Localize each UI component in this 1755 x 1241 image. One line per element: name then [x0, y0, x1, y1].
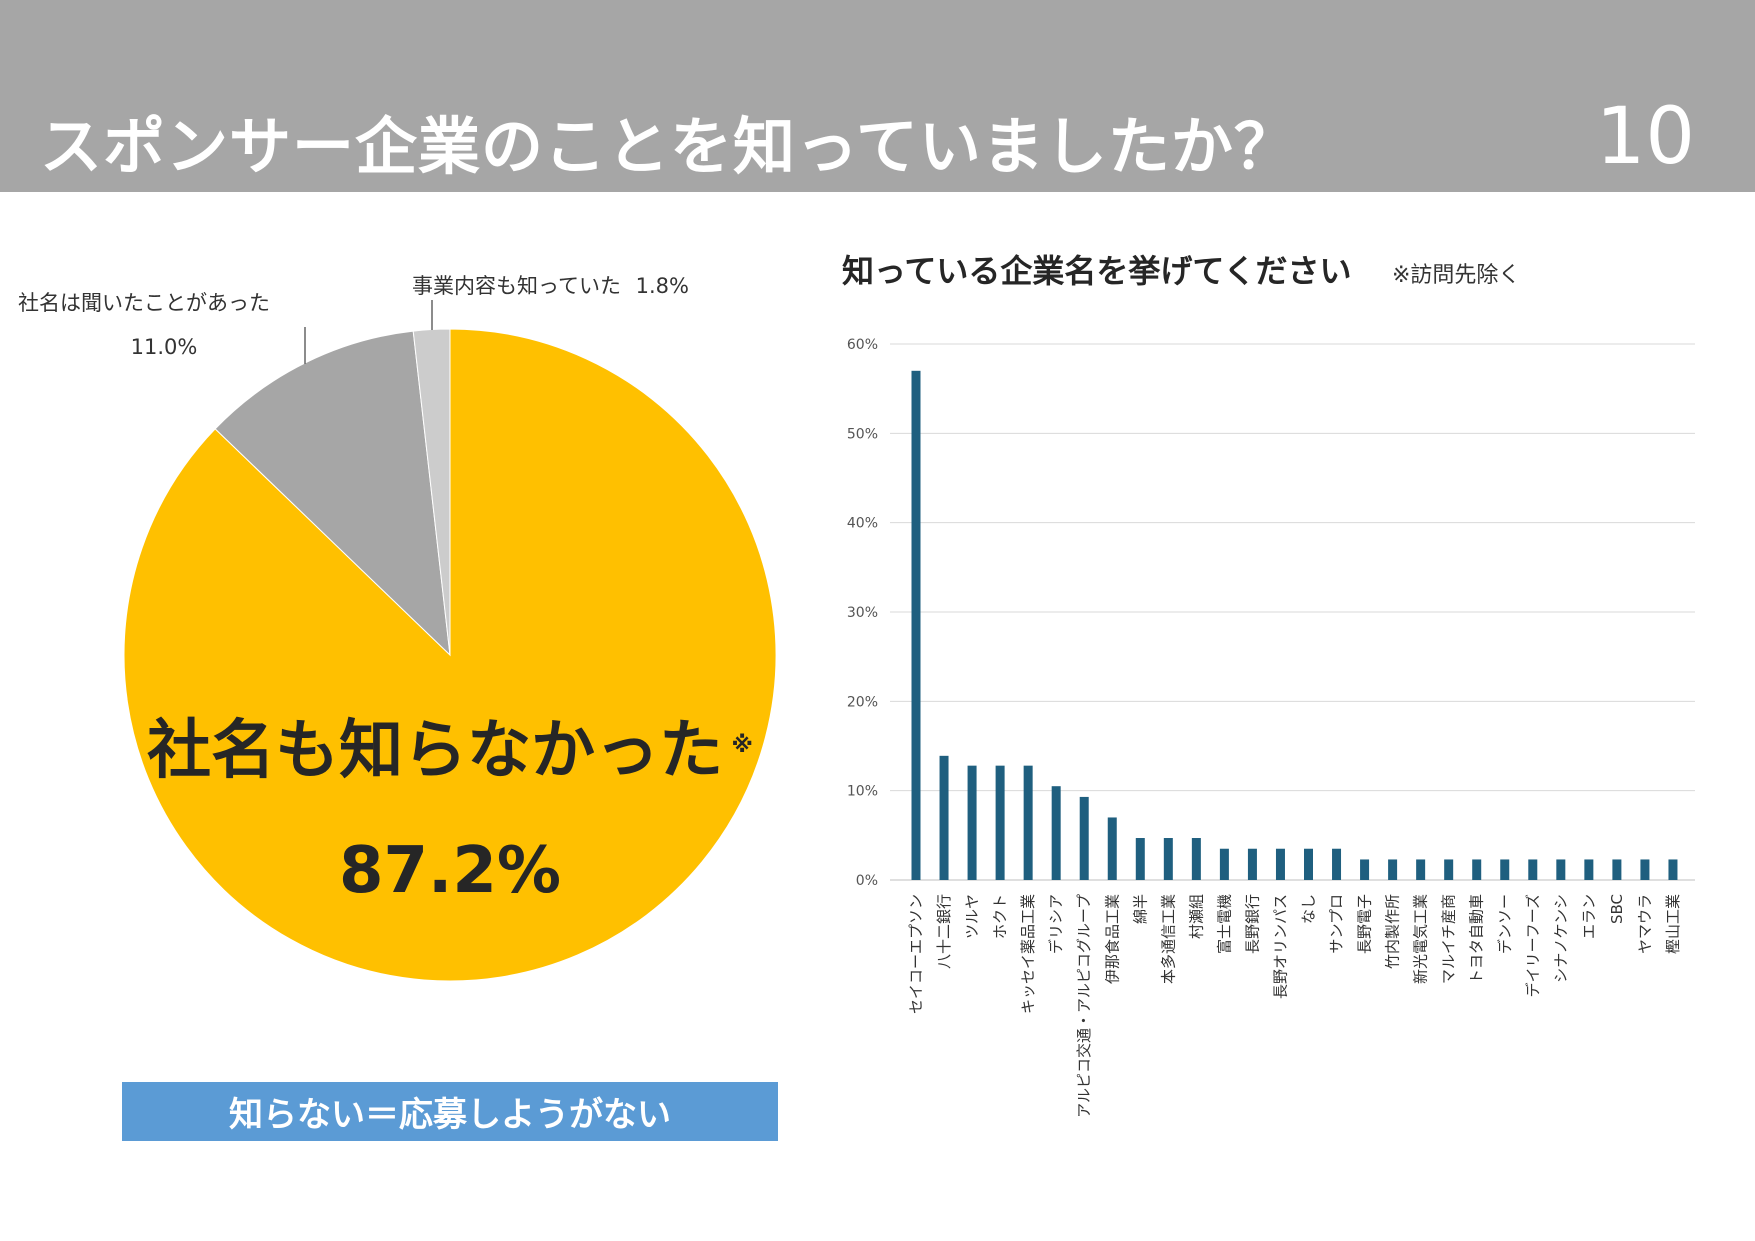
x-category-label: ホクト: [991, 894, 1009, 939]
x-category-label: 本多通信工業: [1159, 894, 1177, 984]
x-category-label: デンソー: [1496, 894, 1514, 954]
bar: [1107, 817, 1117, 880]
slide-header: スポンサー企業のことを知っていましたか？ 10: [0, 0, 1755, 192]
x-category-label: 富士電機: [1215, 894, 1233, 954]
x-category-label: マルイチ産商: [1440, 894, 1458, 984]
x-category-label: キッセイ薬品工業: [1019, 894, 1037, 1014]
x-category-label: シナノケンシ: [1552, 894, 1570, 983]
y-tick-label: 30%: [847, 605, 878, 621]
x-category-label: デイリーフーズ: [1524, 894, 1542, 997]
bar: [939, 755, 949, 880]
pie-chart: 社名は聞いたことがあった 11.0% 事業内容も知っていた 1.8% 社名も知ら…: [18, 274, 777, 982]
bar: [1051, 786, 1061, 880]
x-category-label: セイコーエプソン: [907, 894, 925, 1014]
bar: [1191, 838, 1201, 880]
x-category-label: エラン: [1580, 894, 1598, 939]
bar: [1163, 838, 1173, 880]
y-tick-label: 50%: [847, 426, 878, 442]
pie-value-unknown: 87.2%: [339, 834, 561, 908]
pie-label-unknown: 社名も知らなかった ※: [147, 714, 753, 788]
pie-label-knew-business-text: 事業内容も知っていた: [412, 274, 621, 298]
x-category-label: 竹内製作所: [1384, 894, 1402, 969]
bar-grid: [890, 343, 1695, 881]
pie-label-heard: 社名は聞いたことがあった: [18, 291, 270, 315]
slide-title: スポンサー企業のことを知っていましたか？: [40, 110, 1297, 183]
bar: [1275, 848, 1285, 880]
x-category-label: 八十二銀行: [935, 894, 953, 969]
bar: [1304, 848, 1313, 880]
bar-marks: [911, 370, 1678, 880]
pie-label-unknown-marker: ※: [731, 733, 752, 758]
y-tick-label: 20%: [847, 694, 878, 710]
pie-value-heard: 11.0%: [131, 335, 198, 359]
y-tick-label: 40%: [847, 516, 878, 532]
bar-y-ticks: 0% 10% 20% 30% 40% 50% 60%: [847, 337, 878, 889]
pie-slices: [123, 328, 777, 982]
x-category-label: 長野銀行: [1243, 894, 1261, 954]
x-category-label: なし: [1300, 894, 1318, 924]
pie-value-knew-business: 1.8%: [636, 274, 689, 298]
bar: [1556, 859, 1566, 880]
x-category-label: 長野電子: [1356, 894, 1374, 954]
bar: [1360, 859, 1370, 880]
bar: [1668, 859, 1678, 880]
bar-chart: 知っている企業名を挙げてください ※訪問先除く 0% 10% 20% 30% 40% 50…: [842, 252, 1695, 1118]
bar-categories: セイコーエプソン 八十二銀行 ツルヤ ホクト キッセイ薬品工業 デリシア アルピコ交通・アル…: [907, 894, 1682, 1118]
x-category-label: デリシア: [1047, 894, 1065, 954]
bar: [1388, 859, 1398, 880]
conclusion-banner: 知らない＝応募しようがない: [122, 1082, 778, 1141]
bar: [1135, 838, 1145, 880]
x-category-label: 樫山工業: [1664, 894, 1682, 954]
y-tick-label: 60%: [847, 337, 878, 353]
bar: [1079, 796, 1089, 880]
bar: [967, 765, 977, 880]
bar: [1500, 859, 1510, 880]
y-tick-label: 10%: [847, 784, 878, 800]
bar: [1219, 848, 1229, 880]
bar: [1247, 848, 1257, 880]
bar-chart-note: ※訪問先除く: [1392, 263, 1520, 288]
page-number: 10: [1595, 92, 1695, 182]
x-category-label: トヨタ自動車: [1468, 894, 1486, 984]
bar: [1584, 859, 1594, 880]
bar: [1612, 859, 1622, 880]
pie-label-unknown-text: 社名も知らなかった: [147, 714, 723, 788]
x-category-label: サンプロ: [1328, 894, 1346, 954]
pie-label-knew-business: 事業内容も知っていた 1.8%: [412, 274, 689, 298]
bar: [1444, 859, 1454, 880]
x-category-label: ヤマウラ: [1636, 894, 1654, 954]
bar: [1023, 765, 1033, 880]
x-category-label: 新光電気工業: [1412, 894, 1430, 984]
x-category-label: 綿半: [1131, 894, 1149, 924]
bar-chart-title: 知っている企業名を挙げてください: [842, 252, 1351, 290]
bar: [1528, 859, 1538, 880]
bar: [1640, 859, 1650, 880]
bar: [1332, 848, 1342, 880]
x-category-label: SBC: [1608, 894, 1626, 924]
bar: [1472, 859, 1482, 880]
x-category-label: アルピコ交通・アルピコグループ: [1075, 894, 1093, 1118]
x-category-label: 村瀬組: [1187, 894, 1205, 939]
x-category-label: ツルヤ: [963, 894, 981, 939]
bar: [995, 765, 1005, 880]
bar: [1416, 859, 1426, 880]
y-tick-label: 0%: [856, 873, 878, 889]
bar: [911, 370, 921, 880]
x-category-label: 伊那食品工業: [1103, 894, 1121, 984]
x-category-label: 長野オリンパス: [1271, 894, 1289, 999]
